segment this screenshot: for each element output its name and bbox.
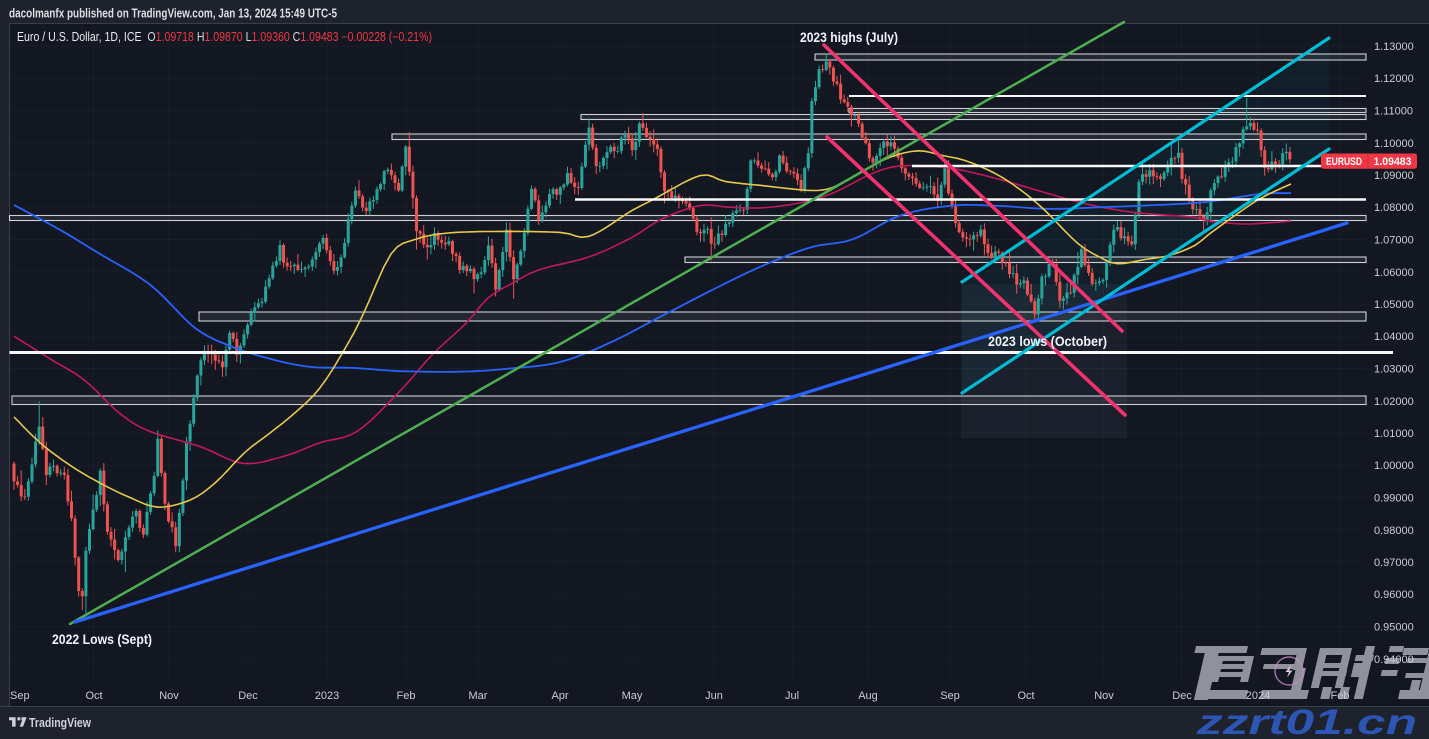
svg-text:0.95000: 0.95000	[1374, 622, 1414, 634]
svg-text:May: May	[622, 690, 643, 702]
svg-text:2024: 2024	[1246, 690, 1270, 702]
svg-text:Sep: Sep	[940, 690, 960, 702]
svg-text:Nov: Nov	[159, 690, 179, 702]
svg-text:0.97000: 0.97000	[1374, 557, 1414, 569]
svg-text:Euro / U.S. Dollar, 1D, ICE O: Euro / U.S. Dollar, 1D, ICE O1.09718 H1.…	[17, 30, 432, 44]
svg-text:zzrt01.cn: zzrt01.cn	[1196, 703, 1417, 739]
svg-text:Dec: Dec	[1172, 690, 1192, 702]
svg-text:Aug: Aug	[858, 690, 878, 702]
svg-text:Dec: Dec	[238, 690, 258, 702]
svg-text:Oct: Oct	[85, 690, 102, 702]
svg-text:Sep: Sep	[10, 690, 30, 702]
svg-text:2023 highs (July): 2023 highs (July)	[800, 30, 898, 45]
svg-text:2022 Lows (Sept): 2022 Lows (Sept)	[52, 632, 152, 647]
svg-text:Oct: Oct	[1017, 690, 1034, 702]
svg-text:1.02000: 1.02000	[1374, 396, 1414, 408]
svg-text:1.08000: 1.08000	[1374, 202, 1414, 214]
svg-text:Apr: Apr	[551, 690, 568, 702]
svg-text:TradingView: TradingView	[29, 715, 92, 730]
svg-text:1.09483: 1.09483	[1374, 156, 1412, 168]
svg-text:dacolmanfx published on Tradin: dacolmanfx published on TradingView.com,…	[9, 7, 337, 21]
svg-text:1.00000: 1.00000	[1374, 460, 1414, 472]
svg-text:Feb: Feb	[1331, 690, 1350, 702]
svg-text:1.13000: 1.13000	[1374, 41, 1414, 53]
svg-text:1.07000: 1.07000	[1374, 235, 1414, 247]
svg-text:1.06000: 1.06000	[1374, 267, 1414, 279]
svg-text:Feb: Feb	[397, 690, 416, 702]
svg-text:Jul: Jul	[785, 690, 799, 702]
svg-text:Jun: Jun	[705, 690, 723, 702]
svg-text:1.11000: 1.11000	[1374, 106, 1413, 118]
svg-text:2023: 2023	[315, 690, 339, 702]
svg-text:1.10000: 1.10000	[1374, 138, 1414, 150]
svg-text:0.94000: 0.94000	[1374, 654, 1414, 666]
svg-text:1.04000: 1.04000	[1374, 331, 1414, 343]
svg-text:EURUSD: EURUSD	[1326, 156, 1362, 168]
svg-text:1.12000: 1.12000	[1374, 73, 1414, 85]
svg-text:Nov: Nov	[1094, 690, 1114, 702]
svg-text:1.09000: 1.09000	[1374, 170, 1414, 182]
svg-text:0.98000: 0.98000	[1374, 525, 1414, 537]
svg-text:0.96000: 0.96000	[1374, 589, 1414, 601]
svg-text:1.01000: 1.01000	[1374, 428, 1414, 440]
svg-text:0.99000: 0.99000	[1374, 493, 1414, 505]
svg-text:2023 lows (October): 2023 lows (October)	[988, 334, 1107, 349]
svg-text:1.05000: 1.05000	[1374, 299, 1414, 311]
svg-text:Mar: Mar	[469, 690, 488, 702]
svg-text:1.03000: 1.03000	[1374, 364, 1414, 376]
